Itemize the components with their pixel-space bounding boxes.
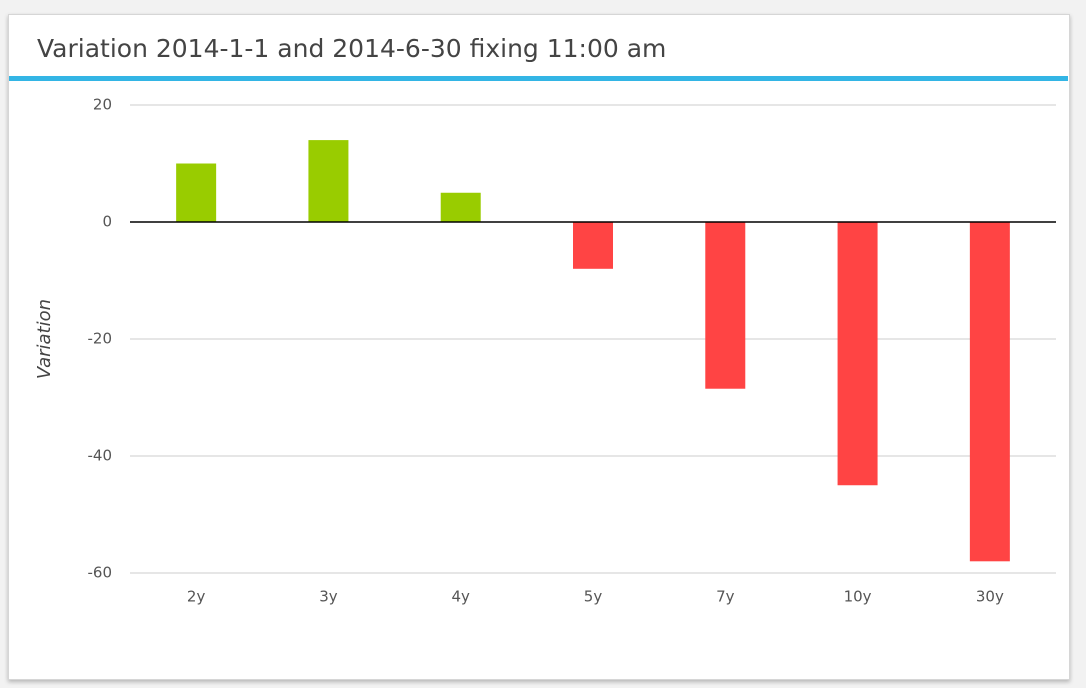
y-axis-title: Variation — [34, 299, 55, 379]
y-tick-label: 20 — [93, 96, 112, 114]
bar — [837, 222, 878, 486]
bar — [308, 140, 349, 222]
y-tick-label: -60 — [88, 564, 113, 582]
x-tick-label: 3y — [319, 588, 338, 606]
bar — [440, 192, 481, 222]
bar — [705, 222, 746, 389]
x-tick-label: 5y — [584, 588, 603, 606]
bar — [969, 222, 1010, 562]
x-tick-label: 30y — [976, 588, 1004, 606]
bar — [573, 222, 613, 269]
x-tick-label: 2y — [187, 588, 206, 606]
y-tick-label: -20 — [88, 330, 113, 348]
chart-title: Variation 2014-1-1 and 2014-6-30 fixing … — [37, 34, 666, 63]
x-tick-label: 10y — [844, 588, 872, 606]
x-tick-label: 4y — [452, 588, 471, 606]
y-tick-label: -40 — [88, 447, 113, 465]
title-underline — [9, 76, 1068, 81]
card — [8, 14, 1070, 680]
x-tick-label: 7y — [716, 588, 735, 606]
y-tick-label: 0 — [102, 213, 112, 231]
bar — [176, 163, 217, 222]
